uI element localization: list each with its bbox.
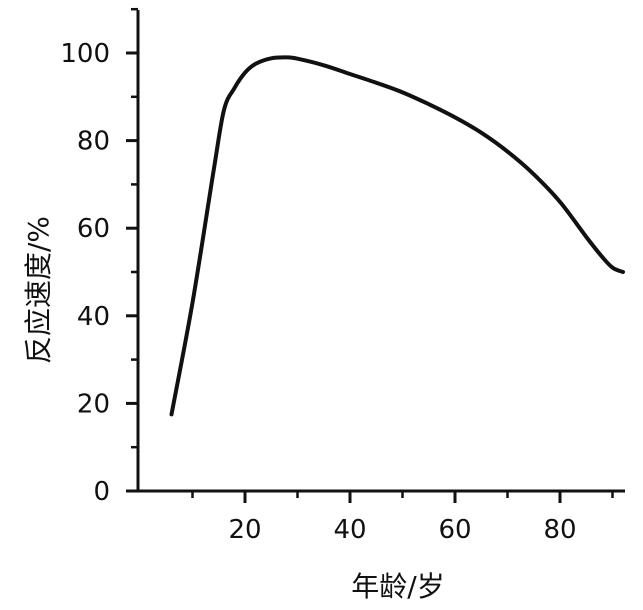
x-tick-label: 40 — [333, 515, 366, 545]
y-axis: 0 20 40 60 80 100 — [60, 7, 140, 507]
x-axis-ticks: 20 40 60 80 — [191, 491, 614, 545]
y-tick-label: 100 — [60, 39, 110, 69]
x-axis: 20 40 60 80 — [137, 489, 625, 545]
y-tick-label: 0 — [93, 477, 110, 507]
plot-area — [169, 55, 625, 417]
series-line — [169, 55, 625, 417]
y-axis-title: 反应速度/% — [22, 216, 55, 364]
x-tick-label: 20 — [228, 515, 261, 545]
y-axis-ticks: 0 20 40 60 80 100 — [60, 7, 138, 507]
y-tick-label: 40 — [77, 302, 110, 332]
y-tick-label: 20 — [77, 389, 110, 419]
x-tick-label: 60 — [438, 515, 471, 545]
x-tick-label: 80 — [543, 515, 576, 545]
y-tick-label: 60 — [77, 214, 110, 244]
y-tick-label: 80 — [77, 127, 110, 157]
x-axis-title: 年龄/岁 — [351, 570, 444, 603]
